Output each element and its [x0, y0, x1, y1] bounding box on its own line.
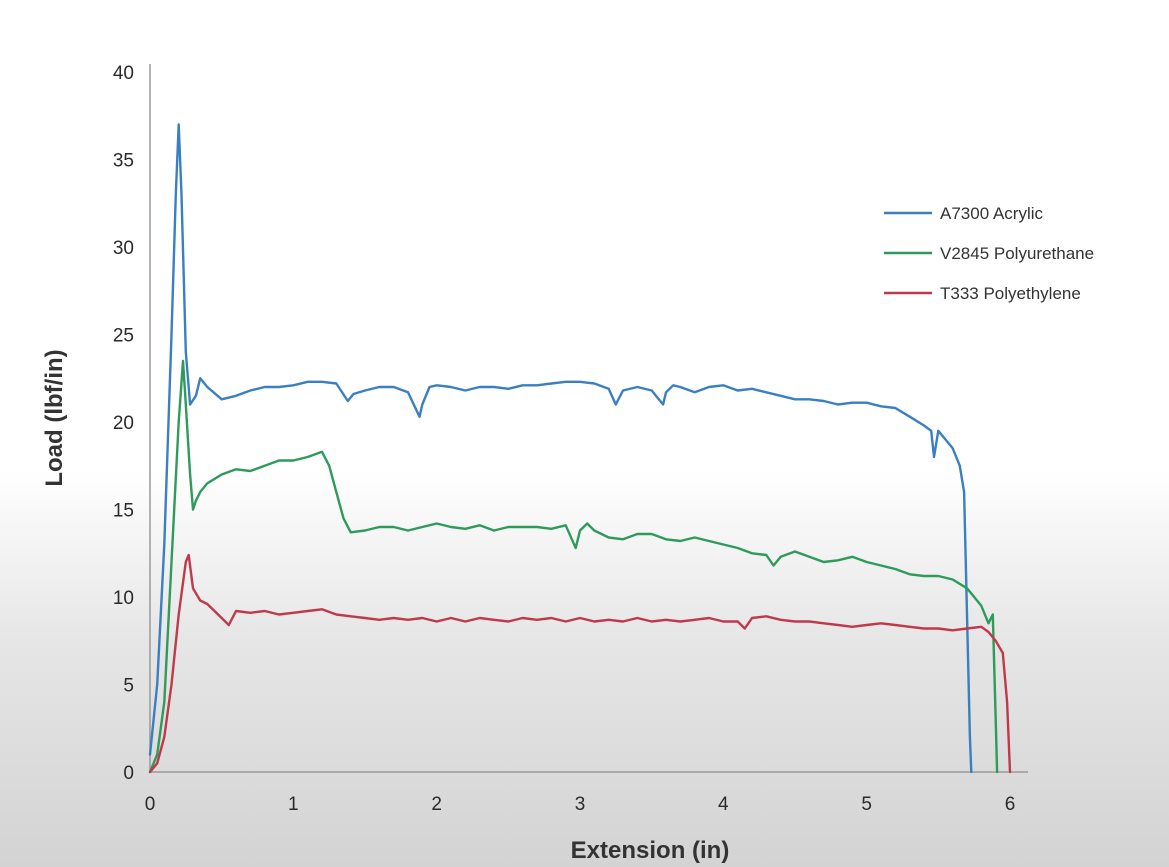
- y-tick-label: 25: [113, 326, 134, 347]
- y-axis-title: Load (lbf/in): [41, 349, 68, 486]
- x-tick-label: 6: [1005, 794, 1016, 815]
- y-tick-label: 15: [113, 501, 134, 522]
- x-tick-label: 1: [288, 794, 299, 815]
- series-line-a7300-acrylic: [148, 123, 973, 774]
- x-tick-label: 2: [431, 794, 442, 815]
- series-lines: [148, 123, 1012, 774]
- legend-label: T333 Polyethylene: [940, 284, 1081, 303]
- x-axis-title: Extension (in): [571, 837, 730, 864]
- y-tick-label: 10: [113, 588, 134, 609]
- x-tick-label: 0: [145, 794, 156, 815]
- y-tick-label: 35: [113, 151, 134, 172]
- x-tick-label: 3: [575, 794, 586, 815]
- axes: [149, 64, 1028, 773]
- y-tick-label: 40: [113, 63, 134, 84]
- tick-labels: 0 1 2 3 4 5 6 0 5 10 15 20 25 30 35 40: [113, 63, 1015, 815]
- y-tick-label: 5: [123, 676, 134, 697]
- series-line-t333-polyethylene: [148, 553, 1012, 774]
- y-tick-label: 30: [113, 238, 134, 259]
- y-tick-label: 20: [113, 413, 134, 434]
- x-tick-label: 5: [861, 794, 872, 815]
- legend-label: V2845 Polyurethane: [940, 244, 1094, 263]
- legend-label: A7300 Acrylic: [940, 204, 1043, 223]
- x-tick-label: 4: [718, 794, 729, 815]
- series-line-v2845-polyurethane: [148, 359, 999, 774]
- y-tick-label: 0: [123, 763, 134, 784]
- legend: A7300 Acrylic V2845 Polyurethane T333 Poly…: [884, 204, 1094, 303]
